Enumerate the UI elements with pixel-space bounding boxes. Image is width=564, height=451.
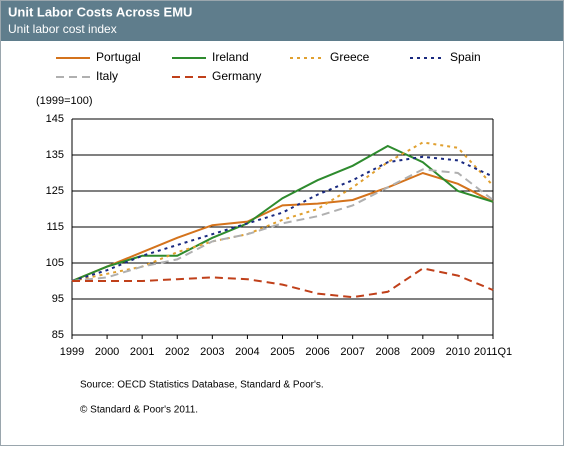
x-tick-label: 2003 bbox=[200, 346, 224, 358]
legend-label: Portugal bbox=[96, 50, 141, 64]
legend-label: Ireland bbox=[212, 50, 249, 64]
y-tick-label: 85 bbox=[52, 329, 64, 341]
y-axis-label: (1999=100) bbox=[36, 95, 93, 107]
x-tick-label: 2006 bbox=[305, 346, 329, 358]
header bbox=[1, 1, 563, 41]
x-tick-label: 2010 bbox=[446, 346, 470, 358]
x-tick-label: 2009 bbox=[411, 346, 435, 358]
series-line bbox=[72, 267, 494, 299]
chart-title: Unit Labor Costs Across EMU bbox=[8, 4, 192, 19]
x-tick-label: 2000 bbox=[95, 346, 119, 358]
legend-label: Spain bbox=[450, 50, 481, 64]
x-tick-label: 2008 bbox=[376, 346, 400, 358]
y-tick-label: 105 bbox=[46, 257, 64, 269]
x-tick-label: 2004 bbox=[235, 346, 259, 358]
x-tick-label: 2007 bbox=[340, 346, 364, 358]
y-tick-label: 125 bbox=[46, 185, 64, 197]
legend-label: Italy bbox=[96, 69, 118, 83]
y-tick-label: 115 bbox=[46, 221, 64, 233]
y-tick-label: 95 bbox=[52, 293, 64, 305]
y-tick-label: 145 bbox=[46, 113, 64, 125]
y-tick-label: 135 bbox=[46, 149, 64, 161]
copyright-note: © Standard & Poor's 2011. bbox=[80, 405, 198, 416]
series-line bbox=[71, 144, 494, 282]
x-tick-label: 2002 bbox=[165, 346, 189, 358]
series-line bbox=[71, 171, 494, 282]
legend-label: Greece bbox=[330, 50, 370, 64]
source-note: Source: OECD Statistics Database, Standa… bbox=[80, 380, 324, 391]
chart-subtitle: Unit labor cost index bbox=[8, 22, 117, 36]
legend-label: Germany bbox=[212, 69, 261, 83]
x-tick-label: 2005 bbox=[270, 346, 294, 358]
x-tick-label: 2001 bbox=[130, 346, 154, 358]
x-tick-label: 1999 bbox=[60, 346, 84, 358]
series-line bbox=[71, 168, 494, 282]
series-line bbox=[71, 155, 494, 282]
x-tick-label: 2011Q1 bbox=[474, 346, 512, 358]
